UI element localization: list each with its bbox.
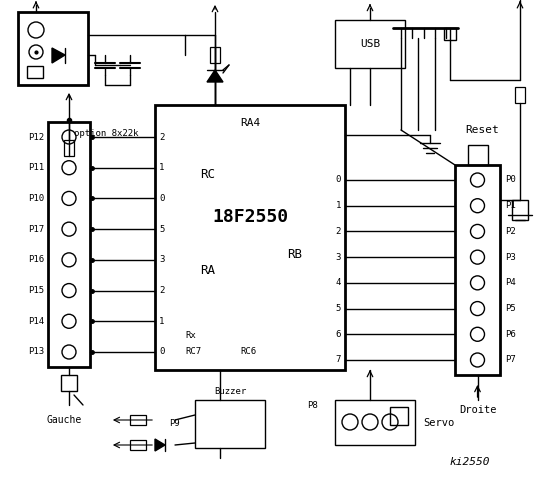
Bar — [130, 415, 146, 425]
Text: P0: P0 — [505, 176, 516, 184]
Text: P3: P3 — [505, 252, 516, 262]
Bar — [390, 407, 408, 425]
Polygon shape — [52, 48, 65, 63]
Text: 18F2550: 18F2550 — [212, 208, 288, 227]
Bar — [335, 400, 415, 445]
Bar — [27, 66, 43, 78]
Text: P5: P5 — [505, 304, 516, 313]
Bar — [467, 145, 488, 165]
Text: P10: P10 — [28, 194, 44, 203]
Text: 5: 5 — [336, 304, 341, 313]
Text: 2: 2 — [336, 227, 341, 236]
Text: option 8x22k: option 8x22k — [74, 129, 138, 137]
Text: 4: 4 — [336, 278, 341, 288]
Text: 6: 6 — [336, 330, 341, 339]
Text: 0: 0 — [336, 176, 341, 184]
Text: 3: 3 — [159, 255, 164, 264]
Text: RC: RC — [200, 168, 215, 181]
Text: P8: P8 — [307, 400, 319, 409]
Text: P1: P1 — [505, 201, 516, 210]
Bar — [455, 165, 500, 375]
Bar — [195, 400, 265, 448]
Text: 5: 5 — [159, 225, 164, 234]
Text: P15: P15 — [28, 286, 44, 295]
Text: USB: USB — [360, 39, 380, 49]
Text: RA: RA — [200, 264, 215, 276]
Text: P2: P2 — [505, 227, 516, 236]
Text: 7: 7 — [336, 356, 341, 364]
Bar — [155, 105, 345, 370]
Text: ki2550: ki2550 — [450, 457, 491, 467]
Bar — [444, 28, 456, 40]
Text: RB: RB — [287, 249, 302, 262]
Text: P9: P9 — [170, 420, 180, 429]
Text: P17: P17 — [28, 225, 44, 234]
Text: Droite: Droite — [459, 405, 496, 415]
Text: P12: P12 — [28, 132, 44, 142]
Polygon shape — [155, 439, 165, 451]
Text: P11: P11 — [28, 163, 44, 172]
Text: 1: 1 — [159, 163, 164, 172]
Text: 1: 1 — [159, 317, 164, 326]
Text: 3: 3 — [336, 252, 341, 262]
Text: 0: 0 — [159, 348, 164, 357]
Text: 1: 1 — [336, 201, 341, 210]
Bar — [210, 47, 220, 63]
Text: P7: P7 — [505, 356, 516, 364]
Text: RC7: RC7 — [185, 348, 201, 357]
Text: Servo: Servo — [423, 418, 454, 428]
Polygon shape — [207, 70, 223, 82]
Text: P13: P13 — [28, 348, 44, 357]
Text: 2: 2 — [159, 132, 164, 142]
Bar — [64, 140, 74, 156]
Text: P4: P4 — [505, 278, 516, 288]
Text: Rx: Rx — [185, 331, 196, 339]
Text: P16: P16 — [28, 255, 44, 264]
Text: 2: 2 — [159, 286, 164, 295]
Text: Gauche: Gauche — [46, 415, 82, 425]
Text: P6: P6 — [505, 330, 516, 339]
Bar — [515, 87, 525, 103]
Text: RA4: RA4 — [240, 118, 260, 128]
Text: RC6: RC6 — [240, 348, 256, 357]
Text: 0: 0 — [159, 194, 164, 203]
Bar — [335, 20, 405, 68]
Text: P14: P14 — [28, 317, 44, 326]
Bar — [130, 440, 146, 450]
Bar — [61, 375, 77, 391]
Bar — [512, 200, 528, 220]
Bar — [48, 122, 90, 367]
Bar — [18, 12, 88, 85]
Text: Buzzer: Buzzer — [214, 387, 246, 396]
Text: Reset: Reset — [465, 125, 499, 135]
